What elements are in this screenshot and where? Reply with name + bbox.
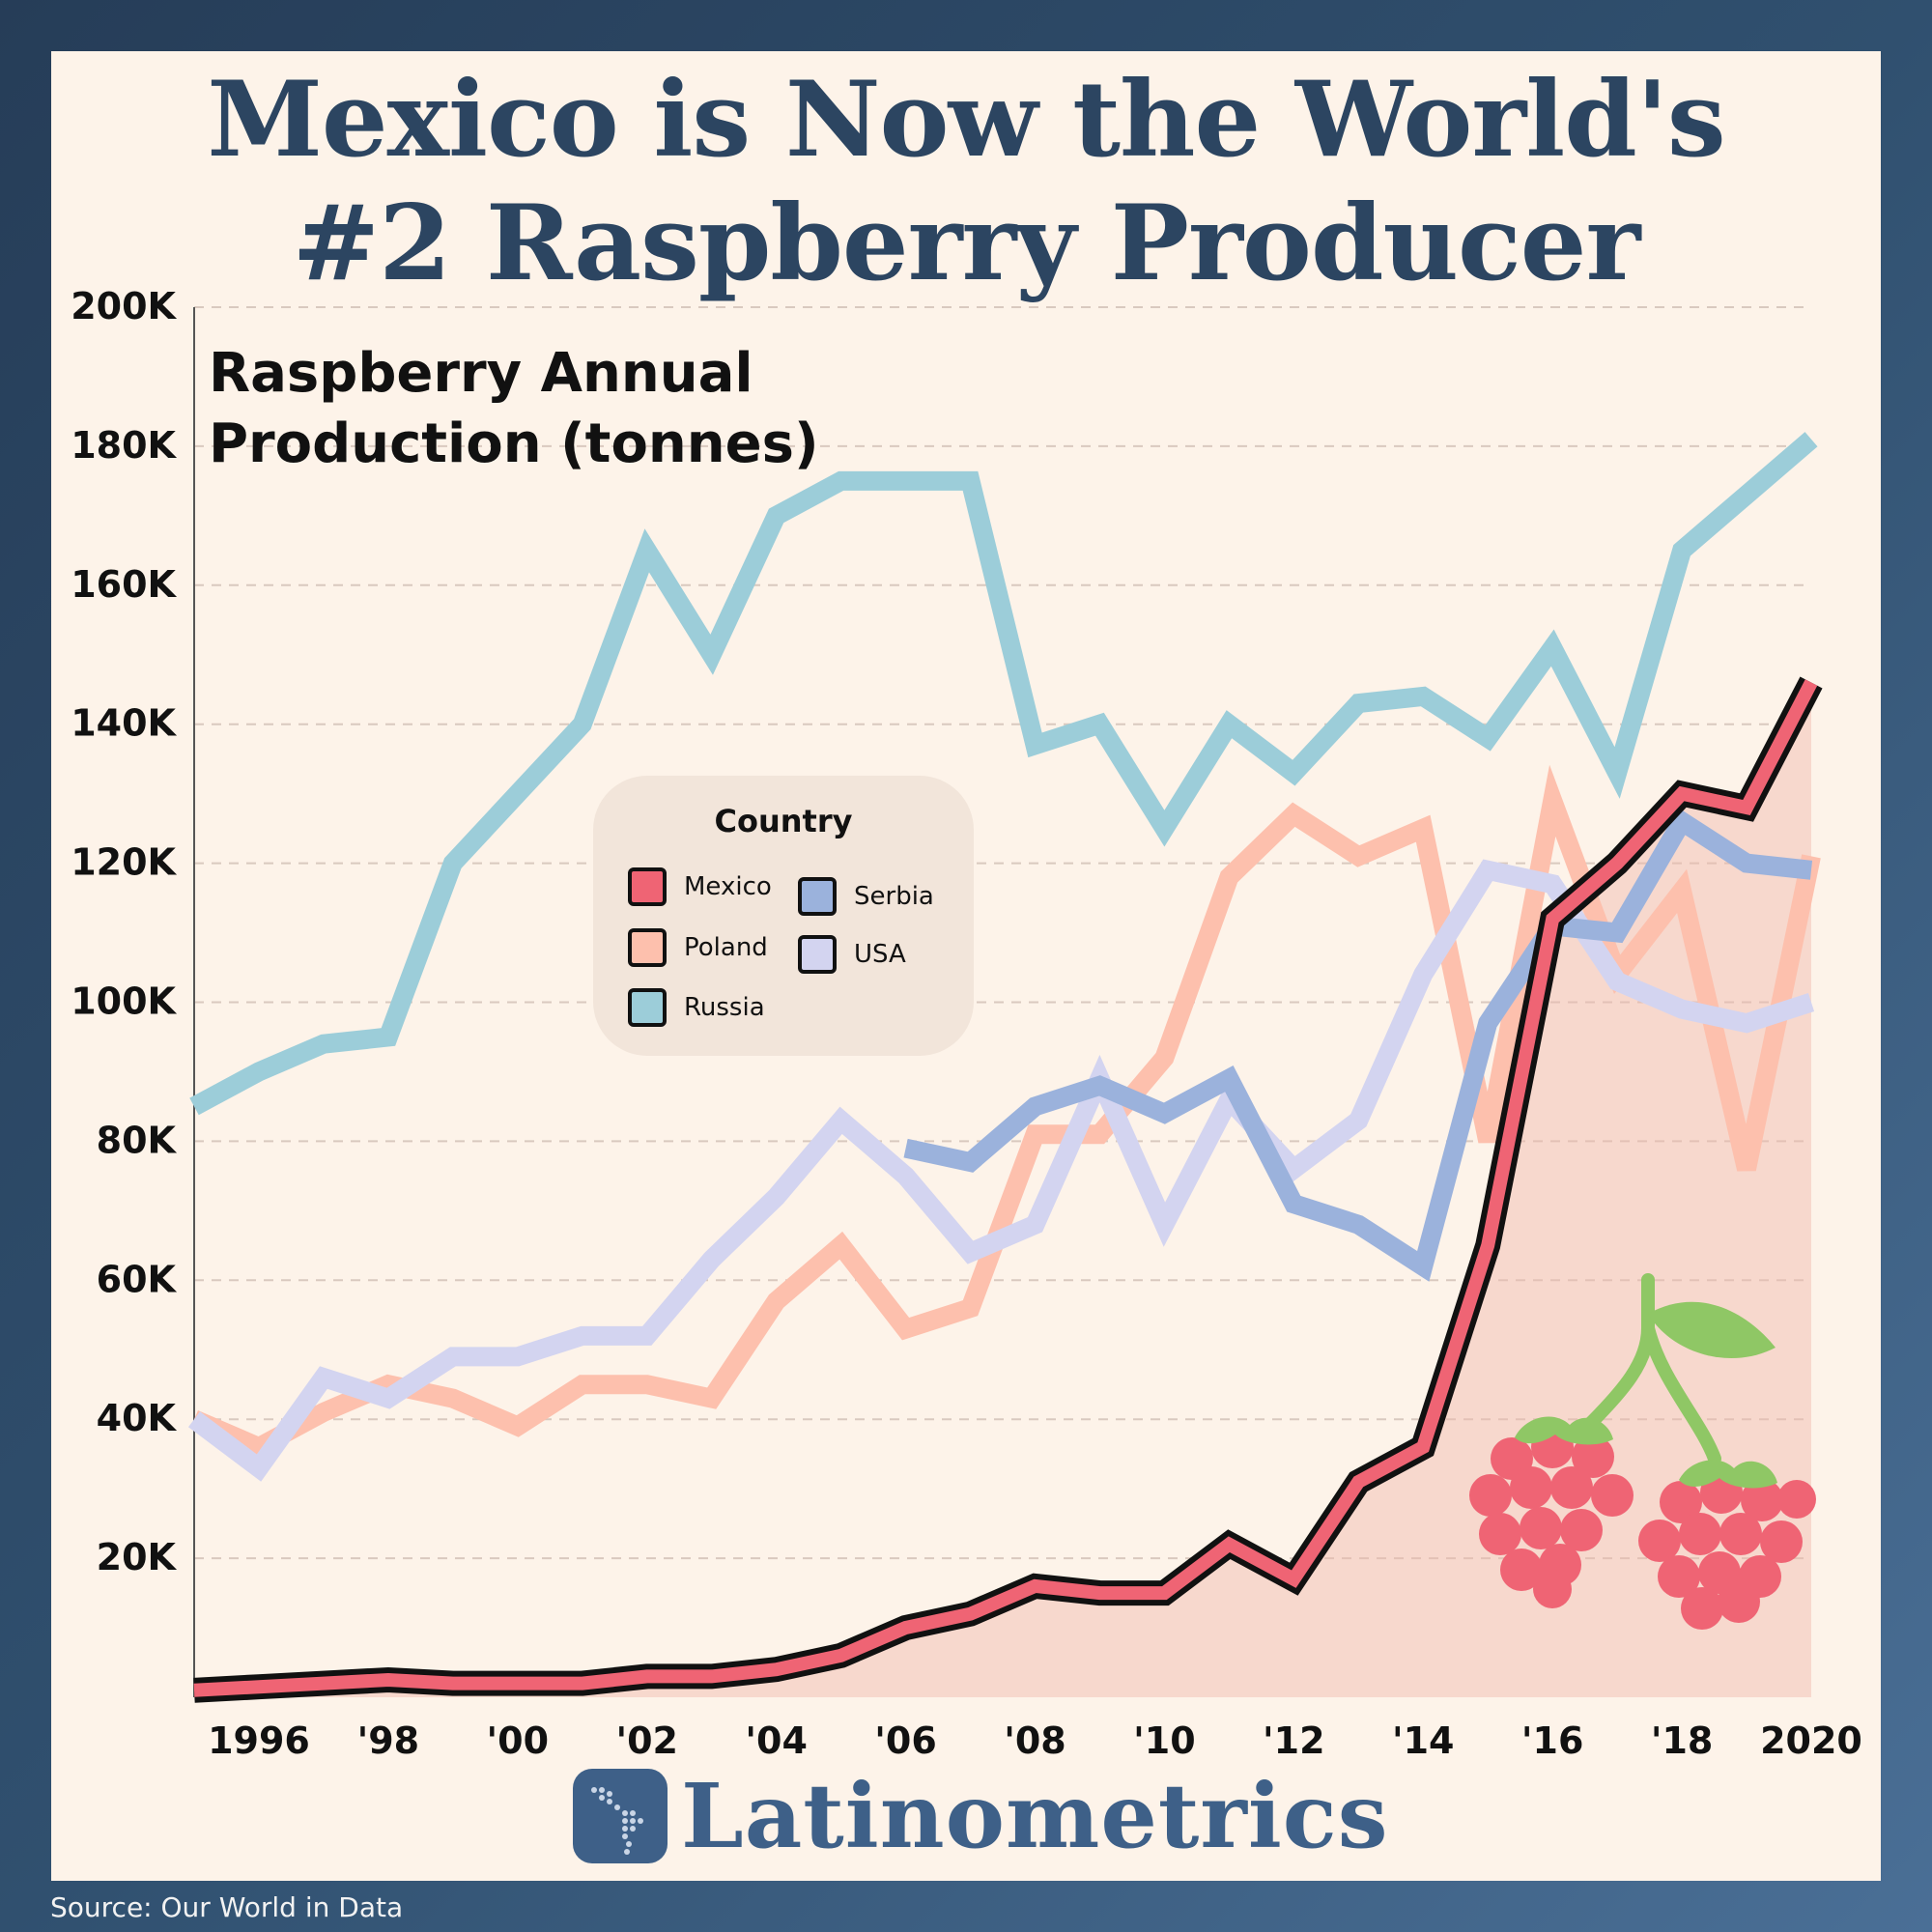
legend-label-serbia: Serbia	[854, 882, 934, 911]
x-tick-label: '98	[357, 1719, 420, 1762]
legend-swatch-serbia	[798, 877, 837, 916]
x-tick-label: 1996	[208, 1719, 310, 1762]
x-tick-label: '02	[615, 1719, 678, 1762]
chart-subtitle-line-1: Raspberry Annual	[209, 342, 753, 405]
title-line-1: Mexico is Now the World's	[207, 59, 1725, 181]
x-tick-label: 2020	[1760, 1719, 1862, 1762]
source-note: Source: Our World in Data	[50, 1891, 404, 1923]
title-line-2: #2 Raspberry Producer	[292, 183, 1641, 304]
mexico-area	[194, 682, 1811, 1697]
legend-item-mexico: Mexico	[628, 867, 772, 906]
raspberry-illustration-icon	[1469, 1273, 1816, 1630]
legend-label-russia: Russia	[684, 993, 765, 1022]
y-tick-label: 120K	[71, 841, 177, 884]
series-line-serbia	[903, 808, 1813, 1282]
series-line-mexico	[193, 679, 1818, 1697]
y-tick-label: 160K	[71, 563, 177, 606]
latin-america-map-icon	[573, 1769, 668, 1863]
series-line-usa	[187, 859, 1815, 1482]
legend-label-poland: Poland	[684, 933, 768, 962]
x-tick-label: '14	[1392, 1719, 1455, 1762]
legend-label-usa: USA	[854, 940, 906, 969]
x-tick-label: '18	[1651, 1719, 1714, 1762]
y-tick-label: 140K	[71, 702, 177, 745]
x-tick-label: '08	[1004, 1719, 1066, 1762]
brand-name: Latinometrics	[681, 1764, 1389, 1868]
legend-title: Country	[714, 803, 853, 839]
y-tick-labels: 20K 40K 60K 80K 100K 120K 140K 160K 180K 200K	[71, 285, 177, 1578]
series-lines	[187, 432, 1823, 1703]
series-line-poland	[190, 764, 1821, 1459]
x-tick-labels: 1996 '98 '00 '02 '04 '06 '08 '10 '12 '14 '16 '18 202…	[208, 1719, 1862, 1762]
x-tick-label: '12	[1263, 1719, 1325, 1762]
y-tick-label: 40K	[97, 1397, 178, 1439]
legend-swatch-russia	[628, 988, 667, 1027]
mexico-area-fill	[194, 682, 1811, 1697]
legend-item-usa: USA	[798, 935, 906, 974]
y-tick-label: 100K	[71, 980, 177, 1023]
legend-item-poland: Poland	[628, 928, 768, 967]
legend-swatch-poland	[628, 928, 667, 967]
brand-logo: Latinometrics	[573, 1764, 1389, 1868]
x-tick-label: '10	[1133, 1719, 1196, 1762]
x-tick-label: '16	[1521, 1719, 1584, 1762]
series-line-russia	[189, 432, 1818, 1116]
y-tick-label: 80K	[97, 1119, 178, 1161]
legend-item-russia: Russia	[628, 988, 765, 1027]
chart-title: Mexico is Now the World's #2 Raspberry Pr…	[51, 58, 1881, 305]
y-tick-label: 60K	[97, 1258, 178, 1300]
legend-label-mexico: Mexico	[684, 872, 772, 901]
x-tick-label: '04	[745, 1719, 808, 1762]
legend-item-serbia: Serbia	[798, 877, 934, 916]
x-tick-label: '00	[487, 1719, 550, 1762]
legend-swatch-mexico	[628, 867, 667, 906]
legend-swatch-usa	[798, 935, 837, 974]
legend: Country Mexico Poland Russia Serbia USA	[593, 776, 974, 1056]
y-tick-label: 200K	[71, 285, 177, 327]
x-tick-label: '06	[874, 1719, 937, 1762]
y-tick-label: 180K	[71, 424, 177, 467]
y-tick-label: 20K	[97, 1536, 178, 1578]
chart-subtitle-line-2: Production (tonnes)	[209, 412, 819, 475]
